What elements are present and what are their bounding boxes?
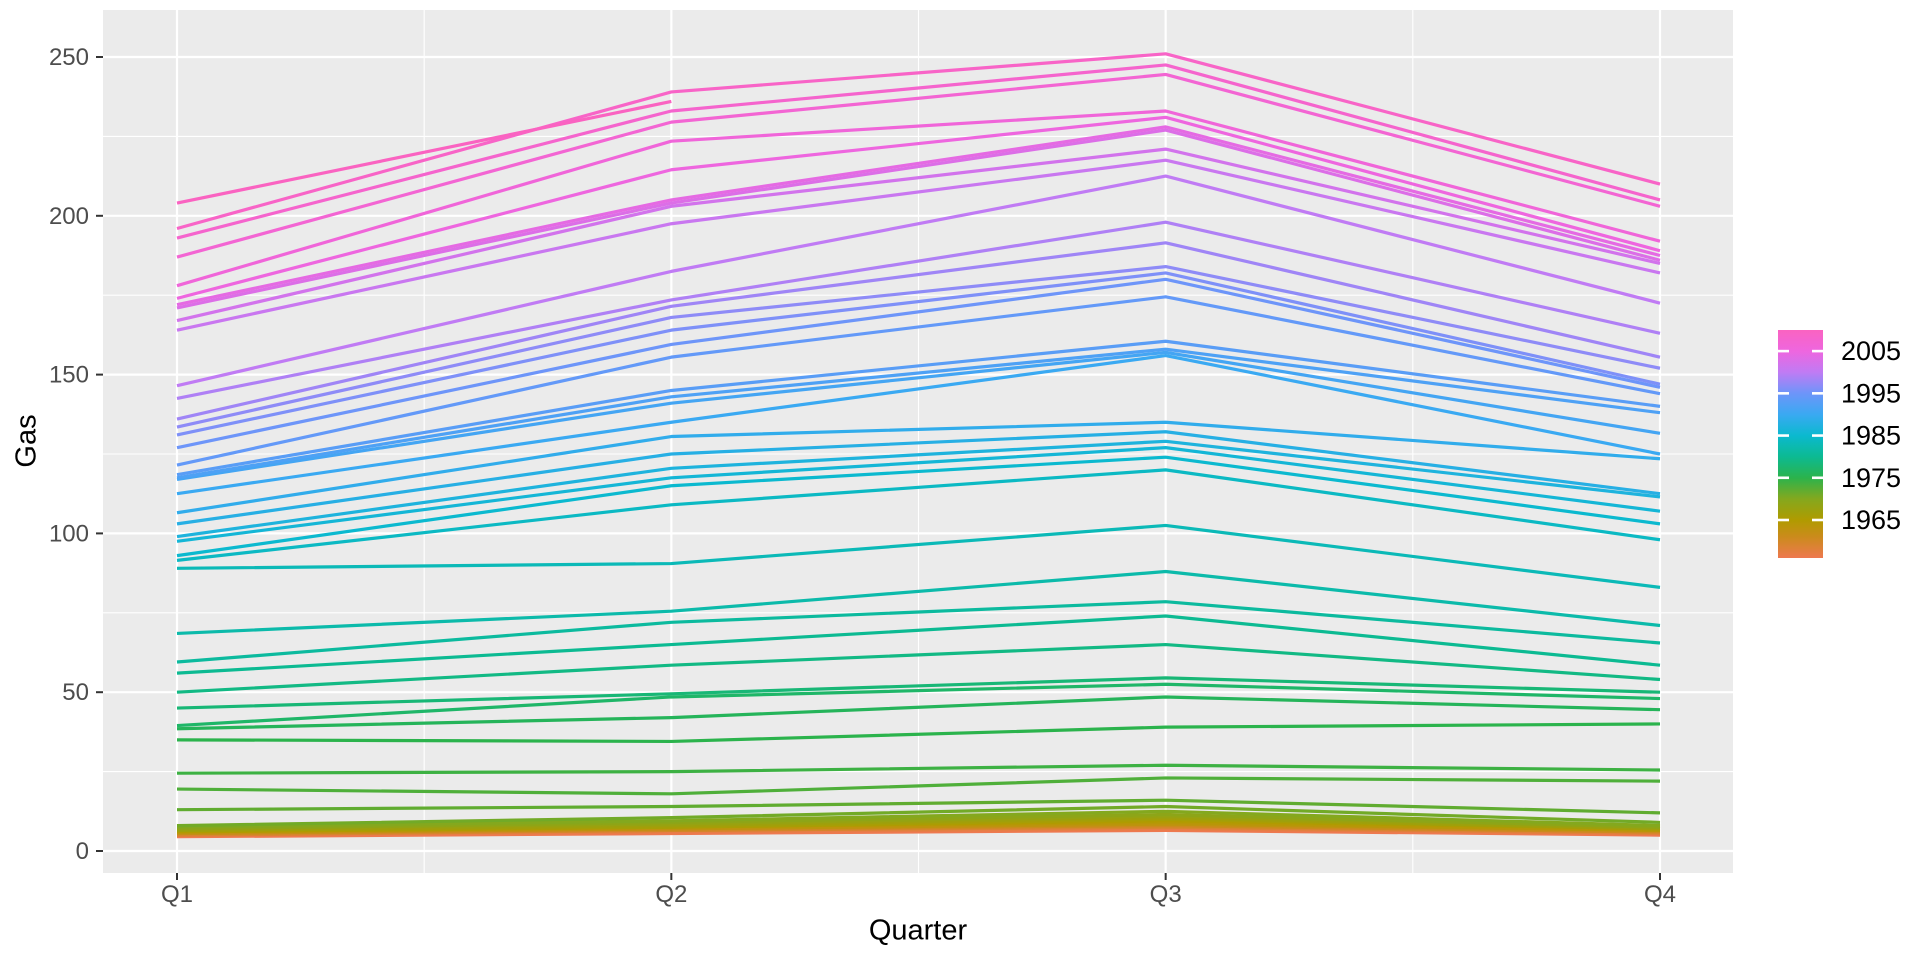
series-line-1991 [176,350,1661,481]
x-axis-title: Quarter [868,914,968,947]
series-line-1982 [176,569,1661,636]
series-line-2010 [176,99,672,205]
y-tick-label: 50 [62,679,89,706]
x-tick-label: Q2 [655,881,687,908]
series-line-1971 [176,804,1661,828]
series-line-1975 [176,722,1661,744]
series-line-1994 [176,295,1661,467]
series-line-2003 [176,128,1661,310]
legend-year-label: 2005 [1841,336,1901,366]
legend-year-label: 1975 [1841,463,1901,493]
series-line-1980 [176,614,1661,675]
series-line-2002 [176,147,1661,323]
series-line-1978 [176,676,1661,710]
series-line-1979 [176,642,1661,694]
legend-year-label: 1965 [1841,505,1901,535]
series-line-1989 [176,420,1661,515]
series-line-1981 [176,600,1661,664]
series-line-1993 [176,339,1661,477]
series-line-1997 [176,265,1661,429]
series-line-1992 [176,347,1661,480]
y-tick-label: 150 [49,362,89,389]
y-tick-label: 250 [49,44,89,71]
x-tick-label: Q3 [1150,881,1182,908]
x-tick-label: Q4 [1644,881,1676,908]
y-tick-label: 100 [49,520,89,547]
series-line-1996 [176,271,1661,437]
y-tick-label: 200 [49,203,89,230]
series-line-1998 [176,241,1661,421]
series-line-1973 [176,776,1661,796]
series-line-1970 [176,809,1661,829]
legend-gradient-bar [1778,330,1823,558]
series-line-1986 [176,446,1661,543]
series-line-2008 [176,63,1661,240]
series-line-1987 [176,439,1661,539]
series-line-1976 [176,695,1661,731]
series-line-1990 [176,353,1661,496]
series-line-1995 [176,277,1661,450]
legend-year-label: 1995 [1841,378,1901,408]
series-line-2001 [176,158,1661,332]
series-line-2007 [176,72,1661,259]
series-line-2006 [176,109,1661,288]
series-line-2009 [176,52,1661,231]
legend-year-label: 1985 [1841,421,1901,451]
series-line-1985 [176,455,1661,558]
series-line-1977 [176,682,1661,728]
series-line-1972 [176,798,1661,815]
series-line-1974 [176,763,1661,775]
series-line-1984 [176,468,1661,562]
x-tick-label: Q1 [161,881,193,908]
series-line-1988 [176,430,1661,526]
series-line-1983 [176,523,1661,589]
series-line-1999 [176,220,1661,400]
y-tick-label: 0 [76,838,89,865]
series-line-2005 [176,115,1661,300]
series-line-2004 [176,125,1661,307]
series-line-2000 [176,174,1661,388]
y-axis-title: Gas [10,414,43,468]
